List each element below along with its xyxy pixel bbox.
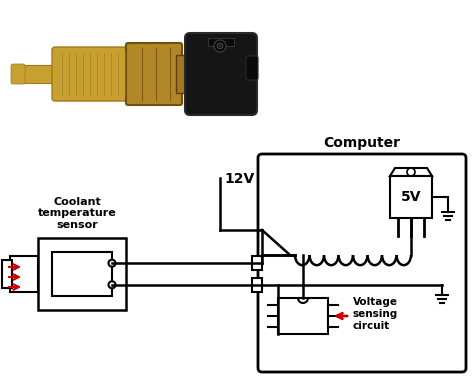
- FancyBboxPatch shape: [246, 56, 258, 80]
- Bar: [15, 65, 60, 83]
- Text: Voltage
sensing
circuit: Voltage sensing circuit: [353, 297, 398, 331]
- Polygon shape: [390, 168, 432, 176]
- Bar: [10, 256, 38, 292]
- Circle shape: [109, 260, 116, 267]
- Bar: [390, 176, 432, 218]
- Text: Computer: Computer: [323, 136, 401, 150]
- Circle shape: [217, 43, 223, 49]
- Bar: [38, 238, 126, 310]
- Text: 5V: 5V: [401, 190, 421, 204]
- Circle shape: [214, 40, 226, 52]
- Bar: [252, 256, 262, 270]
- FancyBboxPatch shape: [126, 43, 182, 105]
- FancyBboxPatch shape: [11, 64, 25, 84]
- Bar: [252, 278, 262, 292]
- Bar: [52, 252, 112, 296]
- Circle shape: [407, 168, 415, 176]
- FancyBboxPatch shape: [258, 154, 466, 372]
- Bar: [176, 55, 194, 93]
- Bar: [278, 298, 328, 334]
- Text: 12V: 12V: [224, 172, 254, 186]
- Text: Coolant
temperature
sensor: Coolant temperature sensor: [37, 197, 117, 230]
- FancyBboxPatch shape: [185, 33, 257, 115]
- FancyBboxPatch shape: [52, 47, 138, 101]
- Circle shape: [109, 281, 116, 288]
- Bar: [208, 38, 234, 46]
- Bar: [2, 260, 12, 288]
